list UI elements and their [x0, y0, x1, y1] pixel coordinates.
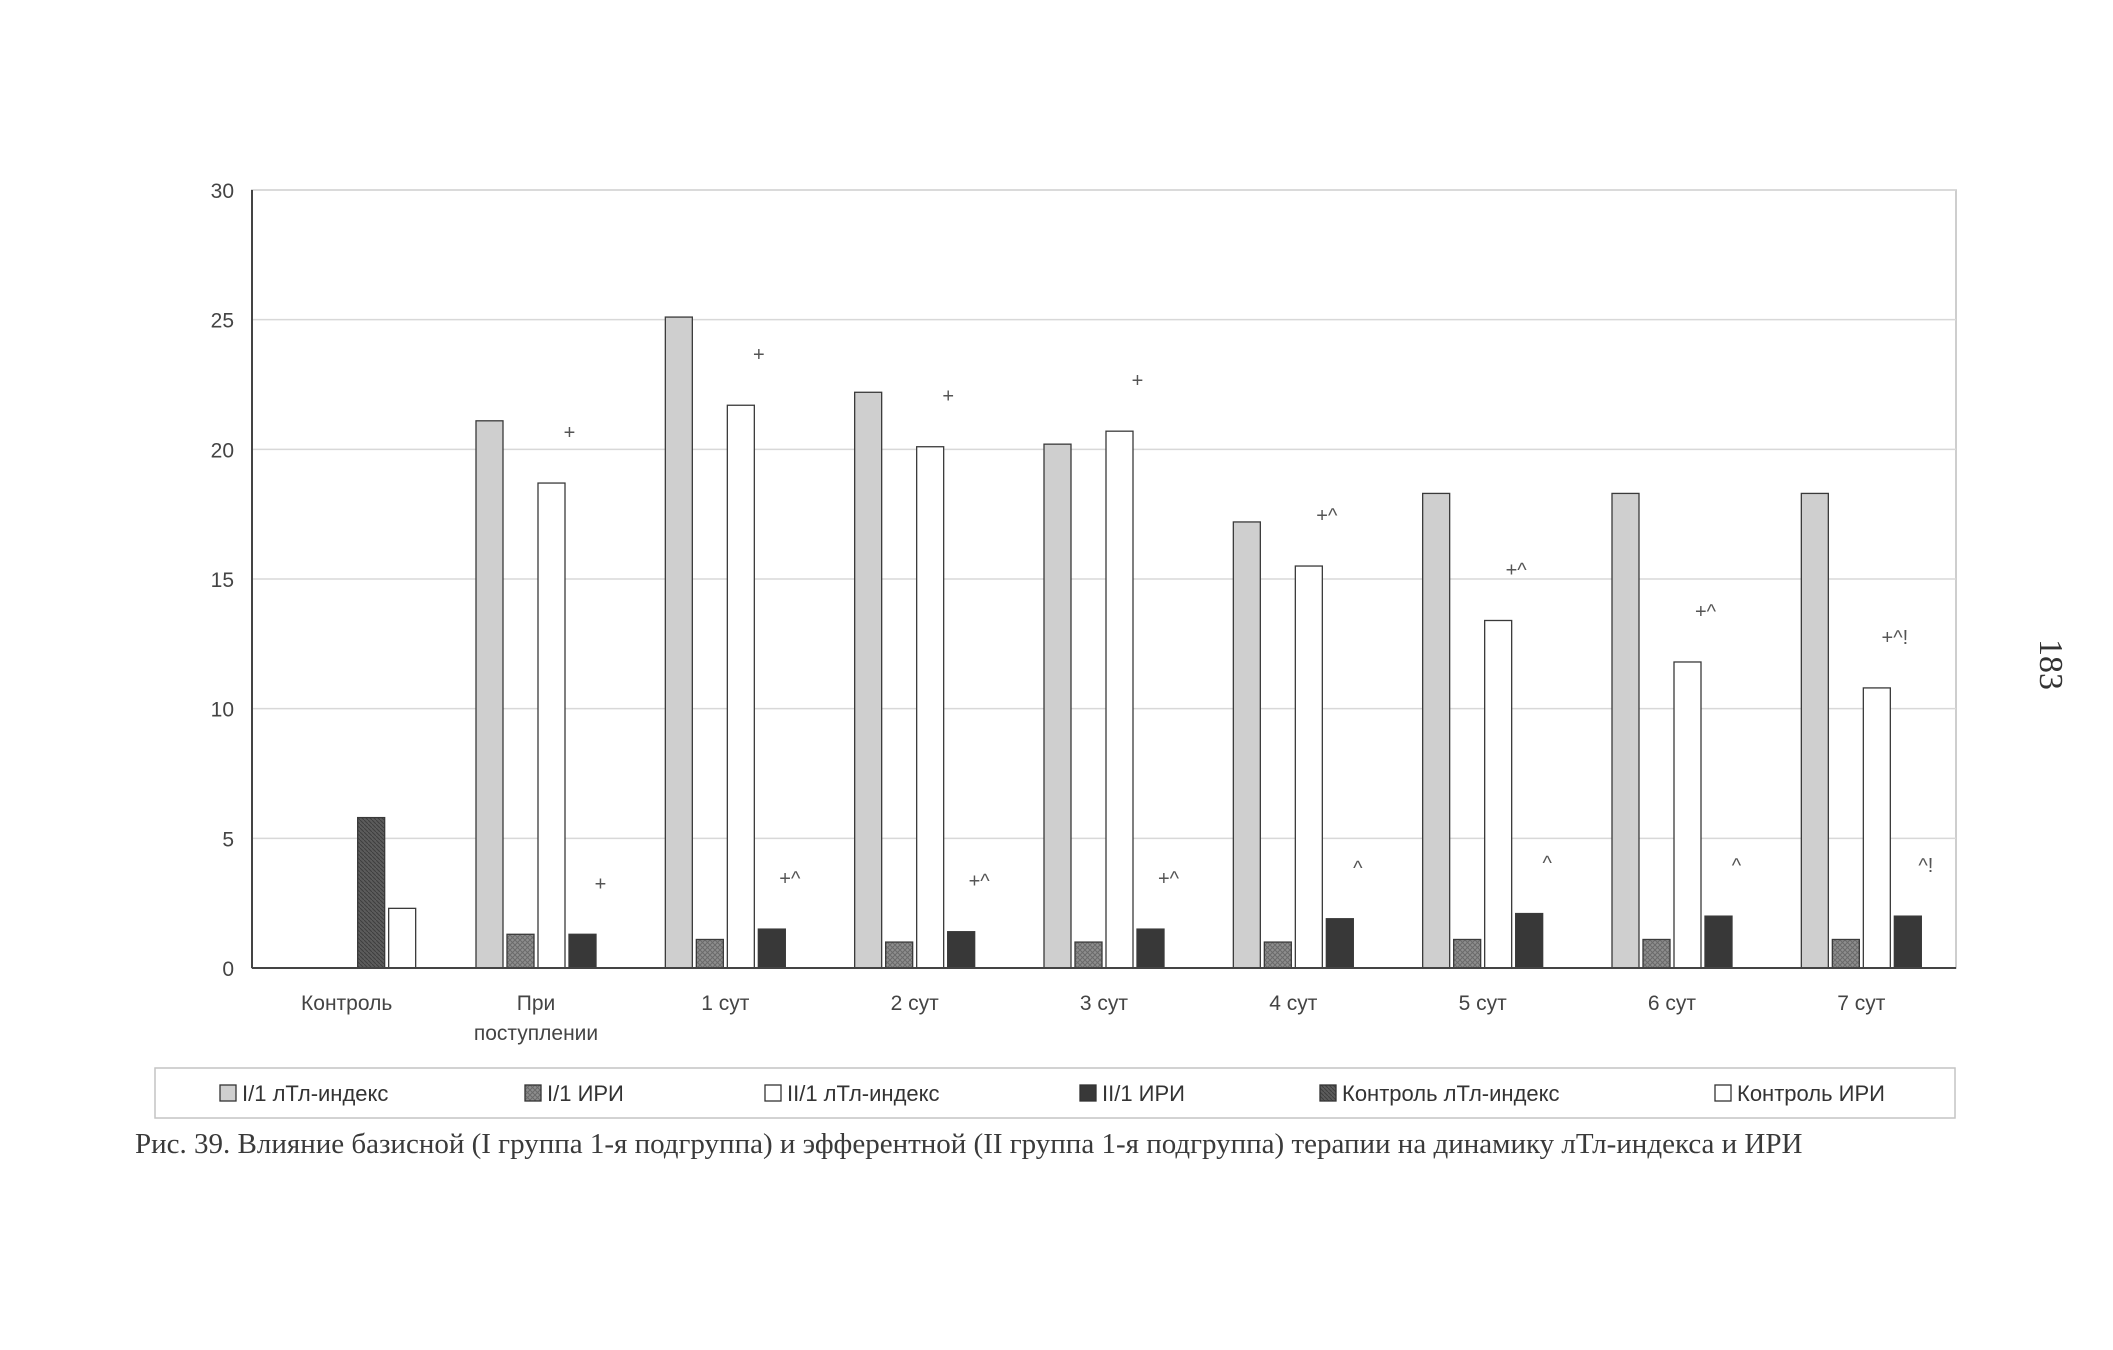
legend-swatch [524, 1084, 542, 1102]
annotation-label: +^ [1695, 601, 1717, 623]
annotation-label: +^ [1158, 868, 1180, 890]
annotation-label: + [595, 873, 607, 895]
bar [947, 931, 976, 969]
y-axis-ticks: 0 5 10 15 20 25 30 [211, 180, 234, 981]
legend-swatch [1714, 1084, 1732, 1102]
bar [726, 404, 755, 969]
bar [1862, 687, 1891, 969]
annotation-label: + [753, 344, 765, 366]
bar [1325, 918, 1354, 969]
x-tick-label: 2 сут [891, 992, 940, 1015]
legend-label: II/1 лТл-индекс [787, 1081, 940, 1106]
bar [1043, 443, 1072, 969]
y-tick-label: 15 [211, 569, 234, 592]
bar [1800, 492, 1829, 969]
bar [757, 928, 786, 969]
bars [357, 316, 1922, 969]
legend-label: Контроль ИРИ [1737, 1081, 1885, 1106]
annotation-label: ^ [1732, 855, 1742, 877]
bar [357, 816, 386, 969]
bar [1831, 938, 1860, 969]
bar [475, 420, 504, 969]
bar [916, 446, 945, 969]
annotation-label: +^ [969, 871, 991, 893]
legend-swatch [219, 1084, 237, 1102]
x-axis-labels: Контроль При поступлении 1 сут 2 сут 3 сут 4 с… [301, 992, 1886, 1045]
bar [506, 933, 535, 969]
annotation-label: + [1132, 370, 1144, 392]
legend: I/1 лТл-индекс I/1 ИРИ II/1 лТл-индекс II/1… [219, 1081, 1885, 1106]
bar [1893, 915, 1922, 969]
x-tick-label: поступлении [474, 1022, 598, 1045]
figure-caption: Рис. 39. Влияние базисной (I группа 1-я … [135, 1128, 1803, 1160]
annotation-label: +^! [1882, 627, 1909, 649]
bar [664, 316, 693, 969]
x-tick-label: 3 сут [1080, 992, 1129, 1015]
x-tick-label: 7 сут [1837, 992, 1886, 1015]
y-tick-label: 25 [211, 310, 234, 333]
bar [885, 941, 914, 969]
bar [1673, 661, 1702, 969]
x-tick-label: При [517, 992, 556, 1015]
x-tick-label: 4 сут [1269, 992, 1318, 1015]
legend-label: I/1 ИРИ [547, 1081, 624, 1106]
bar [1515, 912, 1544, 969]
bar [1642, 938, 1671, 969]
y-tick-label: 0 [222, 958, 234, 981]
x-tick-label: 6 сут [1648, 992, 1697, 1015]
annotation-label: ^ [1353, 858, 1363, 880]
annotation-label: + [564, 422, 576, 444]
legend-box [154, 1067, 1956, 1119]
legend-swatch [764, 1084, 782, 1102]
bar [1611, 492, 1640, 969]
gridlines [252, 189, 1956, 840]
legend-label: II/1 ИРИ [1102, 1081, 1185, 1106]
bar [1453, 938, 1482, 969]
y-tick-label: 30 [211, 180, 234, 203]
bar [1484, 619, 1513, 969]
x-tick-label: Контроль [301, 992, 392, 1015]
annotations: + + + +^ + +^ + +^ +^ ^ +^ ^ +^ ^ +^! ^! [564, 344, 1934, 895]
bar [568, 933, 597, 969]
legend-label: Контроль лТл-индекс [1342, 1081, 1560, 1106]
bar [1294, 565, 1323, 969]
bar [1704, 915, 1733, 969]
bar [1105, 430, 1134, 969]
legend-swatch [1319, 1084, 1337, 1102]
bar [1263, 941, 1292, 969]
bar [695, 938, 724, 969]
bar [388, 907, 417, 969]
bar [1422, 492, 1451, 969]
bar [1136, 928, 1165, 969]
legend-label: I/1 лТл-индекс [242, 1081, 388, 1106]
legend-swatch [1079, 1084, 1097, 1102]
annotation-label: +^ [1506, 559, 1528, 581]
bar [854, 391, 883, 969]
annotation-label: +^ [1316, 505, 1338, 527]
x-tick-label: 5 сут [1459, 992, 1508, 1015]
y-tick-label: 10 [211, 699, 234, 722]
page-number: 183 [2032, 639, 2069, 690]
annotation-label: ^ [1542, 853, 1552, 875]
y-tick-label: 5 [222, 828, 234, 851]
bar [537, 482, 566, 969]
annotation-label: +^ [779, 868, 801, 890]
annotation-label: + [942, 386, 954, 408]
y-tick-label: 20 [211, 439, 234, 462]
x-tick-label: 1 сут [701, 992, 750, 1015]
bar [1074, 941, 1103, 969]
bar [1232, 521, 1261, 969]
annotation-label: ^! [1918, 855, 1933, 877]
